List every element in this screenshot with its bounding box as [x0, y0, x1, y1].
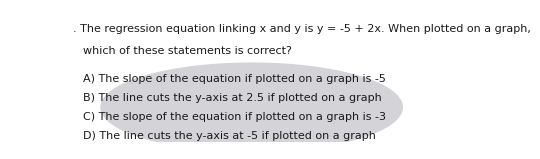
- Text: which of these statements is correct?: which of these statements is correct?: [83, 46, 292, 56]
- Text: A) The slope of the equation if plotted on a graph is -5: A) The slope of the equation if plotted …: [83, 74, 386, 84]
- Text: D) The line cuts the y-axis at -5 if plotted on a graph: D) The line cuts the y-axis at -5 if plo…: [83, 131, 376, 141]
- Text: B) The line cuts the y-axis at 2.5 if plotted on a graph: B) The line cuts the y-axis at 2.5 if pl…: [83, 93, 382, 103]
- Circle shape: [101, 63, 402, 151]
- Text: C) The slope of the equation if plotted on a graph is -3: C) The slope of the equation if plotted …: [83, 112, 387, 122]
- Text: . The regression equation linking x and y is y = -5 + 2x. When plotted on a grap: . The regression equation linking x and …: [72, 24, 530, 34]
